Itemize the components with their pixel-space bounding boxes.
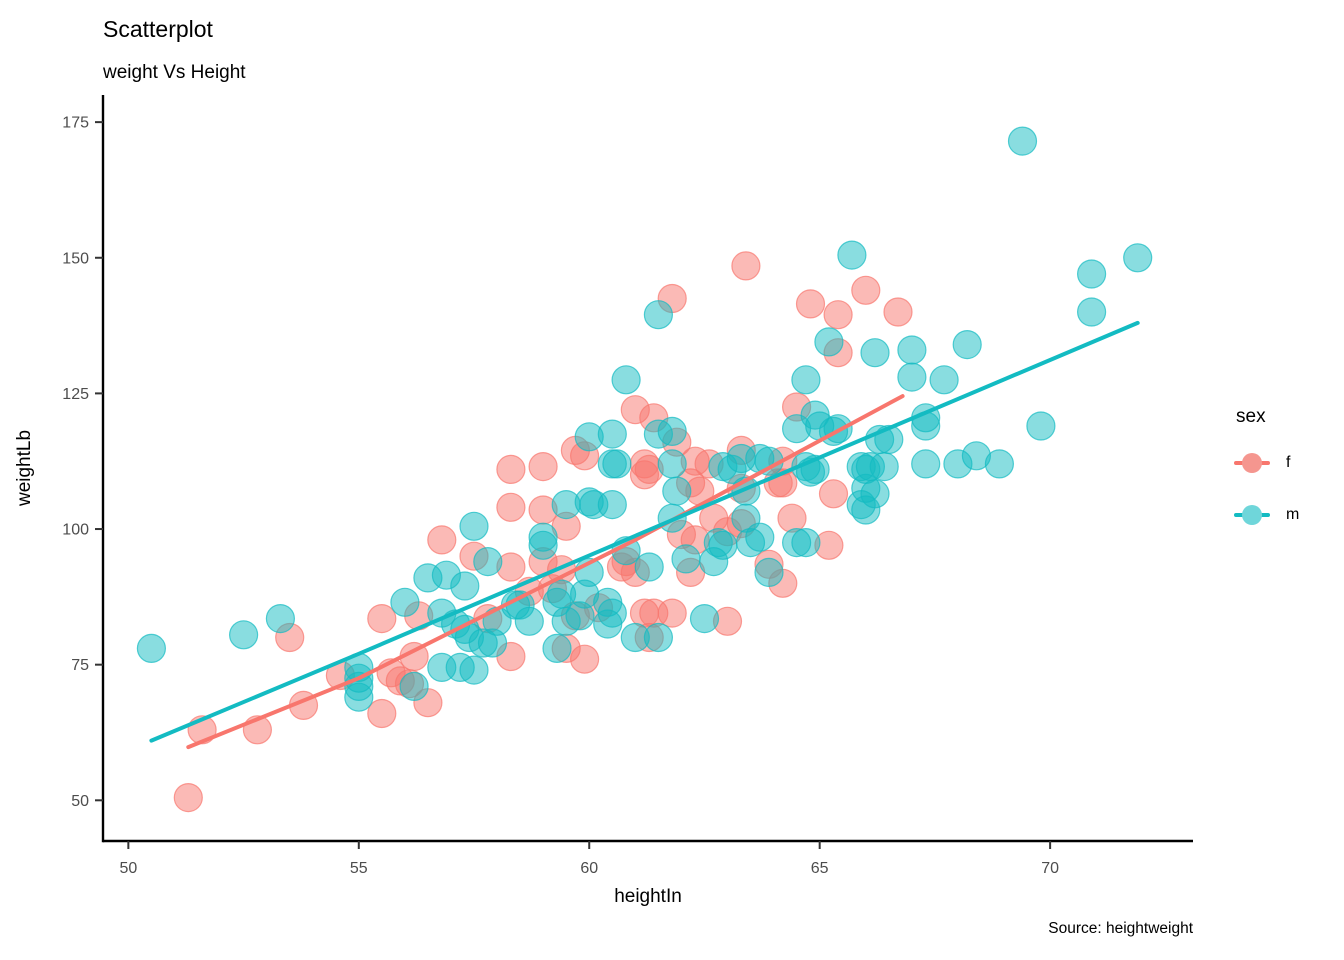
- data-point-m: [611, 365, 641, 395]
- data-point-f: [657, 598, 687, 628]
- data-point-m: [911, 449, 941, 479]
- point-swatch-f: [1242, 453, 1262, 473]
- data-point-f: [731, 251, 761, 281]
- data-point-f: [818, 479, 849, 509]
- data-point-m: [952, 330, 982, 360]
- data-point-m: [897, 335, 927, 365]
- data-point-f: [569, 644, 600, 674]
- data-point-f: [427, 525, 457, 555]
- data-point-m: [671, 544, 701, 574]
- data-point-m: [1026, 411, 1056, 441]
- data-point-m: [597, 598, 627, 628]
- data-point-f: [367, 603, 397, 634]
- legend-key-f: [1234, 446, 1270, 480]
- data-point-m: [265, 603, 295, 634]
- data-point-m: [229, 620, 259, 650]
- y-tick-label: 100: [62, 522, 89, 539]
- data-point-m: [602, 449, 632, 479]
- data-point-m: [708, 530, 738, 560]
- data-point-f: [528, 452, 558, 482]
- data-point-m: [791, 365, 821, 395]
- data-point-f: [496, 454, 526, 484]
- data-point-m: [860, 338, 890, 368]
- x-tick-label: 60: [580, 860, 598, 877]
- y-tick-label: 175: [62, 115, 89, 132]
- trend-line-m: [149, 320, 1140, 743]
- data-point-m: [837, 240, 867, 270]
- data-point-m: [1076, 297, 1107, 327]
- plot-caption: Source: heightweight: [1048, 920, 1193, 937]
- y-tick-label: 50: [71, 793, 89, 810]
- data-point-m: [1076, 259, 1107, 289]
- y-tick-label: 125: [62, 386, 89, 403]
- data-point-m: [643, 300, 674, 330]
- legend-label-m: m: [1286, 506, 1300, 523]
- x-tick-label: 65: [811, 860, 829, 877]
- trend-line-f: [186, 394, 905, 750]
- plot-subtitle: weight Vs Height: [103, 62, 246, 83]
- plot-title: Scatterplot: [103, 16, 213, 42]
- data-point-m: [514, 606, 544, 636]
- point-swatch-m: [1242, 505, 1262, 525]
- y-tick-label: 150: [62, 250, 89, 267]
- data-point-f: [851, 275, 881, 305]
- data-point-m: [459, 655, 489, 685]
- data-point-m: [662, 476, 692, 506]
- data-point-m: [597, 490, 627, 520]
- x-tick-label: 55: [350, 860, 368, 877]
- x-axis-title: heightIn: [614, 886, 682, 907]
- data-point-m: [634, 552, 664, 582]
- legend-title: sex: [1236, 406, 1266, 427]
- data-point-f: [795, 289, 826, 319]
- data-point-m: [657, 449, 687, 479]
- data-point-m: [657, 416, 687, 446]
- data-point-m: [390, 587, 420, 617]
- data-point-f: [883, 297, 913, 327]
- data-point-f: [173, 782, 203, 813]
- data-point-m: [814, 327, 844, 357]
- data-point-m: [897, 362, 927, 392]
- legend-entry-m[interactable]: m: [1234, 498, 1299, 532]
- data-point-m: [860, 479, 890, 509]
- legend-entry-f[interactable]: f: [1234, 446, 1299, 480]
- data-point-f: [496, 492, 526, 522]
- data-point-m: [473, 546, 503, 577]
- data-point-f: [823, 300, 853, 330]
- y-axis-title: weightLb: [14, 430, 35, 507]
- data-point-m: [643, 622, 674, 653]
- data-point-f: [777, 503, 807, 533]
- data-point-m: [869, 452, 899, 482]
- data-point-m: [1007, 126, 1038, 156]
- y-tick-label: 75: [71, 657, 89, 674]
- data-point-m: [450, 571, 480, 601]
- data-point-m: [542, 633, 572, 664]
- data-point-m: [689, 603, 720, 634]
- data-point-m: [984, 449, 1015, 479]
- x-tick-label: 50: [119, 860, 137, 877]
- data-point-m: [399, 671, 429, 702]
- data-point-m: [1123, 243, 1153, 273]
- data-point-m: [754, 557, 784, 588]
- data-point-f: [367, 698, 397, 729]
- legend: sex f m: [1234, 406, 1299, 550]
- data-point-m: [528, 522, 558, 552]
- data-point-m: [745, 522, 775, 552]
- data-point-m: [459, 511, 489, 541]
- data-point-m: [791, 527, 821, 558]
- legend-label-f: f: [1286, 454, 1291, 471]
- legend-key-m: [1234, 498, 1270, 532]
- data-point-m: [929, 365, 959, 395]
- data-point-m: [597, 419, 627, 449]
- x-tick-label: 70: [1041, 860, 1059, 877]
- data-point-m: [136, 633, 166, 664]
